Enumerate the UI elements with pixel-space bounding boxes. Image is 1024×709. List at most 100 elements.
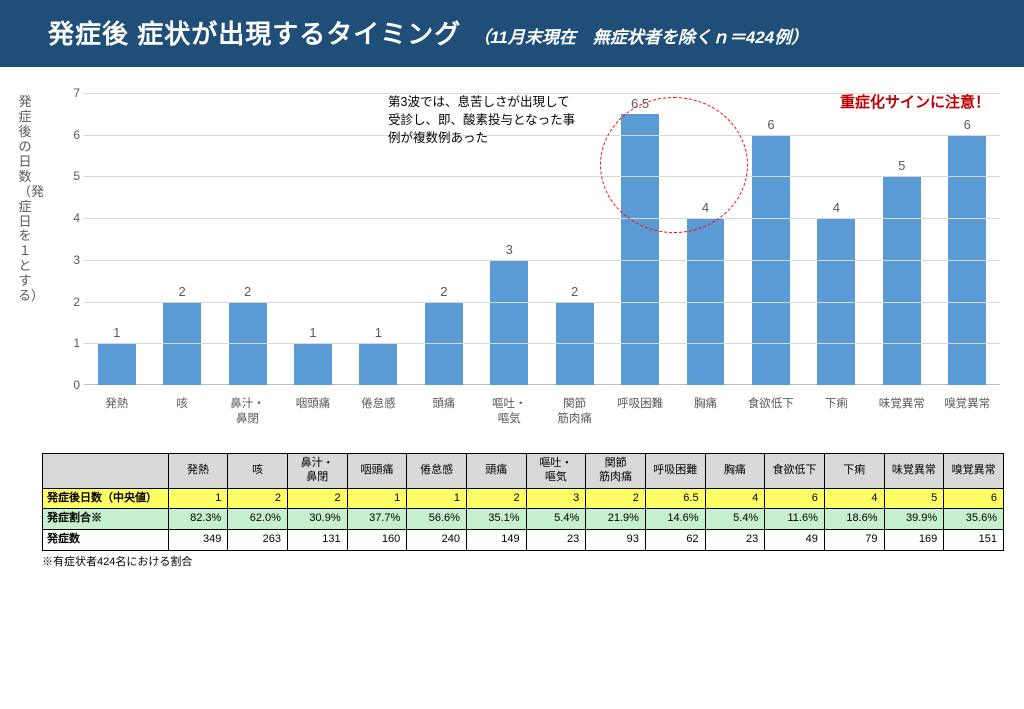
table-cell: 30.9% <box>287 509 347 530</box>
bar-slot: 1 <box>280 93 345 385</box>
x-axis-label: 倦怠感 <box>346 391 411 445</box>
header-bar: 発症後 症状が出現するタイミング （11月末現在 無症状者を除くｎ＝424例） <box>0 0 1024 67</box>
table-cell: 49 <box>765 530 825 551</box>
table-col-header: 胸痛 <box>705 454 765 489</box>
bar-value-label: 6 <box>964 117 971 132</box>
table-col-header: 鼻汁・ 鼻閉 <box>287 454 347 489</box>
table-row-header: 発症数 <box>43 530 169 551</box>
bar-value-label: 1 <box>113 325 120 340</box>
x-axis-labels: 発熱咳鼻汁・ 鼻閉咽頭痛倦怠感頭痛嘔吐・ 嘔気関節 筋肉痛呼吸困難胸痛食欲低下下… <box>84 391 1000 445</box>
table-cell: 169 <box>884 530 944 551</box>
warning-text: 重症化サインに注意！ <box>840 91 990 112</box>
x-axis-label: 頭痛 <box>411 391 476 445</box>
table-cell: 62 <box>645 530 705 551</box>
table-footnote: ※有症状者424名における割合 <box>42 553 1024 569</box>
x-axis-label: 鼻汁・ 鼻閉 <box>215 391 280 445</box>
table-corner <box>43 454 169 489</box>
table-cell: 2 <box>228 488 288 509</box>
table-row-header: 発症後日数（中央値） <box>43 488 169 509</box>
bar <box>294 343 332 385</box>
table-cell: 82.3% <box>168 509 228 530</box>
table-cell: 240 <box>407 530 467 551</box>
table-cell: 1 <box>168 488 228 509</box>
bar <box>359 343 397 385</box>
x-axis-label: 咽頭痛 <box>280 391 345 445</box>
table-col-header: 頭痛 <box>466 454 526 489</box>
y-tick: 3 <box>62 253 80 267</box>
table-cell: 2 <box>586 488 646 509</box>
y-tick: 0 <box>62 378 80 392</box>
x-axis-label: 味覚異常 <box>869 391 934 445</box>
table-cell: 1 <box>407 488 467 509</box>
bar-slot: 6 <box>738 93 803 385</box>
bar-value-label: 2 <box>179 284 186 299</box>
bar-value-label: 2 <box>571 284 578 299</box>
bar <box>490 260 528 385</box>
x-axis-label: 呼吸困難 <box>607 391 672 445</box>
bar-value-label: 2 <box>440 284 447 299</box>
table-cell: 23 <box>526 530 586 551</box>
x-axis-label: 咳 <box>149 391 214 445</box>
bar-slot: 2 <box>149 93 214 385</box>
x-axis-label: 嘔吐・ 嘔気 <box>477 391 542 445</box>
highlight-circle <box>600 97 748 233</box>
bar <box>883 176 921 385</box>
bar-chart: 発症後の日数（発症日を１とする） 122112326.546456 012345… <box>48 85 1004 445</box>
table-cell: 4 <box>705 488 765 509</box>
table-col-header: 味覚異常 <box>884 454 944 489</box>
bar-value-label: 5 <box>898 158 905 173</box>
table-cell: 21.9% <box>586 509 646 530</box>
table-row: 発症後日数（中央値）122112326.546456 <box>43 488 1004 509</box>
table-col-header: 呼吸困難 <box>645 454 705 489</box>
table-cell: 151 <box>944 530 1004 551</box>
table-cell: 6.5 <box>645 488 705 509</box>
bar-value-label: 6 <box>767 117 774 132</box>
data-table-wrap: 発熱咳鼻汁・ 鼻閉咽頭痛倦怠感頭痛嘔吐・ 嘔気関節 筋肉痛呼吸困難胸痛食欲低下下… <box>42 453 1004 551</box>
gridline <box>84 302 1000 303</box>
table-cell: 35.6% <box>944 509 1004 530</box>
y-axis-label: 発症後の日数（発症日を１とする） <box>18 95 32 304</box>
table-cell: 349 <box>168 530 228 551</box>
x-axis-label: 食欲低下 <box>738 391 803 445</box>
bar-slot: 2 <box>215 93 280 385</box>
y-tick: 4 <box>62 211 80 225</box>
table-cell: 3 <box>526 488 586 509</box>
table-cell: 5.4% <box>526 509 586 530</box>
y-tick: 7 <box>62 86 80 100</box>
x-axis-label: 胸痛 <box>673 391 738 445</box>
table-cell: 6 <box>765 488 825 509</box>
table-cell: 35.1% <box>466 509 526 530</box>
table-cell: 149 <box>466 530 526 551</box>
table-cell: 93 <box>586 530 646 551</box>
table-cell: 62.0% <box>228 509 288 530</box>
x-axis-label: 関節 筋肉痛 <box>542 391 607 445</box>
chart-annotation-text: 第3波では、息苦しさが出現して 受診し、即、酸素投与となった事 例が複数例あった <box>388 93 575 147</box>
page-subtitle: （11月末現在 無症状者を除くｎ＝424例） <box>473 23 808 48</box>
bar-slot: 6 <box>934 93 999 385</box>
table-cell: 131 <box>287 530 347 551</box>
table-row-header: 発症割合※ <box>43 509 169 530</box>
data-table: 発熱咳鼻汁・ 鼻閉咽頭痛倦怠感頭痛嘔吐・ 嘔気関節 筋肉痛呼吸困難胸痛食欲低下下… <box>42 453 1004 551</box>
table-col-header: 食欲低下 <box>765 454 825 489</box>
table-cell: 56.6% <box>407 509 467 530</box>
bar-slot: 4 <box>804 93 869 385</box>
table-cell: 5 <box>884 488 944 509</box>
bar-value-label: 1 <box>375 325 382 340</box>
x-axis-label: 下痢 <box>804 391 869 445</box>
table-cell: 39.9% <box>884 509 944 530</box>
table-row: 発症割合※82.3%62.0%30.9%37.7%56.6%35.1%5.4%2… <box>43 509 1004 530</box>
bar-value-label: 4 <box>833 200 840 215</box>
table-col-header: 倦怠感 <box>407 454 467 489</box>
table-cell: 1 <box>347 488 407 509</box>
table-cell: 4 <box>824 488 884 509</box>
table-col-header: 発熱 <box>168 454 228 489</box>
table-col-header: 下痢 <box>824 454 884 489</box>
x-axis-label: 発熱 <box>84 391 149 445</box>
bar-slot: 5 <box>869 93 934 385</box>
table-col-header: 嗅覚異常 <box>944 454 1004 489</box>
table-row: 発症数349263131160240149239362234979169151 <box>43 530 1004 551</box>
table-cell: 79 <box>824 530 884 551</box>
gridline <box>84 218 1000 219</box>
bar-slot: 1 <box>84 93 149 385</box>
table-cell: 11.6% <box>765 509 825 530</box>
